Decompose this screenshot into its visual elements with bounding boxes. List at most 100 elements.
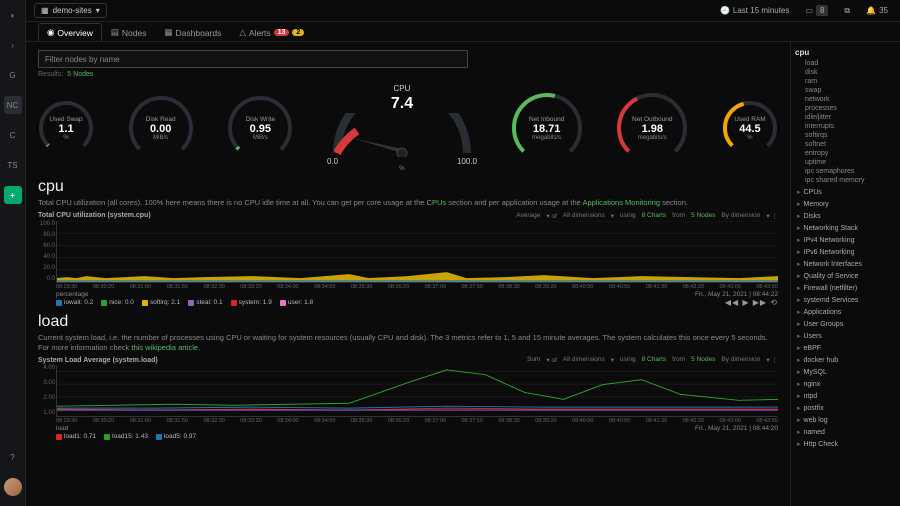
sidebar-category[interactable]: ▸systemd Services [795,295,896,305]
copy-button[interactable]: ⧉ [840,4,854,18]
layout-button[interactable]: ▭ 8 [801,3,832,18]
sidebar-subitem[interactable]: load [795,59,896,68]
load-chart[interactable]: 4.003.002.001.00 [56,365,778,417]
left-rail: ◗ › G NC C TS + ? [0,0,26,506]
alerts-indicator[interactable]: 🔔 35 [862,4,892,17]
sidebar-category[interactable]: ▸Http Check [795,439,896,449]
sidebar-subitem[interactable]: processes [795,104,896,113]
cpu-chart-toolbar[interactable]: Average▾ of All dimensions▾ using 8 Char… [516,212,778,220]
rail-item-c[interactable]: C [4,126,22,144]
tab-dashboards[interactable]: ▦Dashboards [155,23,230,41]
legend-item[interactable]: steal: 0.1 [188,299,222,306]
legend-item[interactable]: nice: 0.0 [101,299,134,306]
legend-item[interactable]: load1: 0.71 [56,433,96,440]
load-chart-toolbar[interactable]: Sum▾ of All dimensions▾ using 8 Charts f… [527,356,778,364]
alerts-yellow-badge: 2 [292,29,304,36]
results-count: 5 Nodes [67,71,93,78]
sidebar-category[interactable]: ▸Networking Stack [795,223,896,233]
sidebar-category[interactable]: ▸Applications [795,307,896,317]
sidebar-subitem[interactable]: uptime [795,158,896,167]
legend-item[interactable]: system: 1.9 [231,299,272,306]
sidebar-category[interactable]: ▸Network Interfaces [795,259,896,269]
site-selector[interactable]: ▦ demo-sites ▾ [34,3,107,18]
legend-item[interactable]: load15: 1.43 [104,433,148,440]
eye-icon: ◉ [47,27,54,38]
gauge-disk write: Disk Write 0.95 MiB/s [227,95,293,161]
legend-item[interactable]: user: 1.8 [280,299,313,306]
sidebar-subitem[interactable]: swap [795,86,896,95]
alerts-red-badge: 13 [274,29,290,36]
sidebar-subitem[interactable]: ipc semaphores [795,167,896,176]
sidebar-subitem[interactable]: disk [795,68,896,77]
tab-overview[interactable]: ◉Overview [38,23,102,41]
avatar[interactable] [4,478,22,496]
rail-item-g[interactable]: G [4,66,22,84]
sidebar-category[interactable]: ▸nginx [795,379,896,389]
rail-item-ts[interactable]: TS [4,156,22,174]
sidebar-subitem[interactable]: entropy [795,149,896,158]
filter-input[interactable]: Filter nodes by name [38,50,468,68]
load-chart-title: System Load Average (system.load) [38,357,158,364]
rail-chevron[interactable]: › [4,36,22,54]
tab-dashboards-label: Dashboards [176,28,222,38]
cpu-legend: iowait: 0.2 nice: 0.0 softirq: 2.1 steal: 0… [56,299,313,306]
sidebar-category[interactable]: ▸postfix [795,403,896,413]
logo-icon[interactable]: ◗ [4,6,22,24]
sidebar-category[interactable]: ▸docker hub [795,355,896,365]
legend-item[interactable]: softirq: 2.1 [142,299,180,306]
sidebar-category[interactable]: ▸User Groups [795,319,896,329]
server-icon: ▤ [111,27,119,38]
gauge-used ram: Used RAM 44.5 % [722,100,778,156]
link-wikipedia[interactable]: this wikipedia article [131,343,198,352]
tab-nodes[interactable]: ▤Nodes [102,23,156,41]
right-sidebar: cpu loaddiskramswapnetworkprocessesidle/… [790,42,900,506]
sidebar-category[interactable]: ▸Quality of Service [795,271,896,281]
sidebar-subitem[interactable]: interrupts [795,122,896,131]
sidebar-category[interactable]: ▸web log [795,415,896,425]
sidebar-subitem[interactable]: idle/jitter [795,113,896,122]
cpu-section-title: cpu [38,178,778,196]
sidebar-category[interactable]: ▸Users [795,331,896,341]
cpu-chart[interactable]: 100.080.060.040.020.00.0 [56,221,778,283]
sidebar-category[interactable]: ▸Disks [795,211,896,221]
playback-controls[interactable]: ◀◀ ▶ ▶▶ ⟲ [725,298,778,307]
cpu-timestamp: Fri., May 21, 2021 | 08:44:22 [695,291,778,298]
legend-item[interactable]: iowait: 0.2 [56,299,93,306]
content-main: Filter nodes by name Results: 5 Nodes Us… [26,42,790,506]
sidebar-subitem[interactable]: network [795,95,896,104]
link-apps-monitoring[interactable]: Applications Monitoring [583,198,661,207]
alerts-count: 35 [879,6,888,15]
rt-head[interactable]: cpu [795,48,896,57]
sidebar-category[interactable]: ▸CPUs [795,187,896,197]
sidebar-subitem[interactable]: softirqs [795,131,896,140]
gauge-used swap: Used Swap 1.1 % [38,100,94,156]
sidebar-subitem[interactable]: ram [795,77,896,86]
sidebar-category[interactable]: ▸eBPF [795,343,896,353]
help-icon[interactable]: ? [4,448,22,466]
results-label: Results: [38,71,63,78]
load-section-title: load [38,313,778,331]
gauge-disk read: Disk Read 0.00 MiB/s [128,95,194,161]
tab-alerts[interactable]: △ Alerts 13 2 [230,23,313,41]
cpu-section-desc: Total CPU utilization (all cores). 100% … [38,198,778,208]
sidebar-category[interactable]: ▸MySQL [795,367,896,377]
sidebar-category[interactable]: ▸ntpd [795,391,896,401]
sidebar-category[interactable]: ▸named [795,427,896,437]
gauges-row: Used Swap 1.1 % Disk Read 0.00 MiB/s Dis… [38,84,778,172]
sidebar-category[interactable]: ▸IPv6 Networking [795,247,896,257]
link-cpus[interactable]: CPUs [427,198,447,207]
chevron-down-icon: ▾ [96,6,100,15]
sidebar-subitem[interactable]: ipc shared memory [795,176,896,185]
copy-icon: ⧉ [844,6,850,16]
sidebar-subitem[interactable]: softnet [795,140,896,149]
legend-item[interactable]: load5: 0.97 [156,433,196,440]
sidebar-category[interactable]: ▸IPv4 Networking [795,235,896,245]
load-legend: load1: 0.71 load15: 1.43 load5: 0.97 [56,433,778,440]
time-range-picker[interactable]: 🕘 Last 15 minutes [716,4,793,17]
topbar: ▦ demo-sites ▾ 🕘 Last 15 minutes ▭ 8 ⧉ 🔔… [26,0,900,22]
sidebar-category[interactable]: ▸Firewall (netfilter) [795,283,896,293]
sidebar-category[interactable]: ▸Memory [795,199,896,209]
rail-add-button[interactable]: + [4,186,22,204]
time-range-label: Last 15 minutes [733,6,789,15]
rail-item-nc[interactable]: NC [4,96,22,114]
